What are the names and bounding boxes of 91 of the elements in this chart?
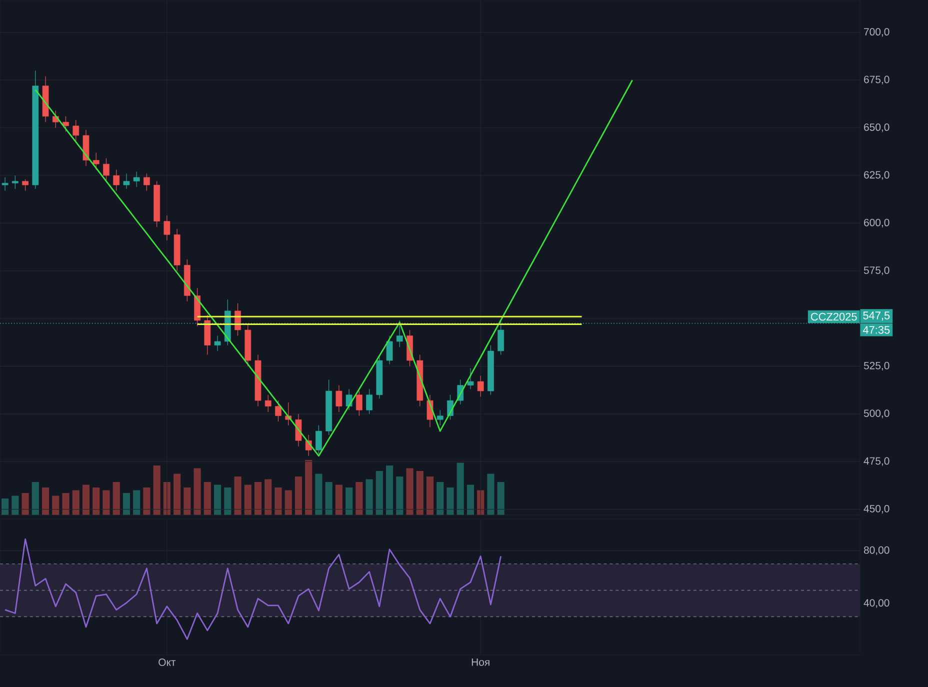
candlestick	[113, 169, 120, 192]
y-tick-label: 500,0	[864, 410, 890, 418]
y-tick-label: 40,00	[864, 599, 890, 608]
bar	[32, 482, 39, 515]
bar	[264, 479, 272, 515]
bar	[52, 496, 60, 515]
y-tick-label: 650,0	[864, 123, 890, 132]
bar	[294, 476, 302, 515]
bar	[356, 482, 363, 515]
bar	[102, 490, 110, 515]
bar	[446, 487, 454, 515]
y-tick-label: 525,0	[864, 362, 890, 371]
candlestick	[396, 320, 403, 348]
line-series	[4, 538, 502, 640]
bar	[254, 482, 262, 515]
candlestick	[214, 335, 221, 352]
bar	[244, 484, 252, 515]
bar	[284, 490, 292, 515]
bar	[82, 484, 90, 515]
y-tick-label: 700,0	[864, 28, 890, 37]
x-tick-label: Ноя	[472, 658, 490, 666]
bar	[386, 465, 394, 515]
y-tick-label: 475,0	[864, 457, 890, 466]
y-tick-label: 80,00	[864, 546, 890, 556]
bar	[315, 474, 322, 515]
ref-line-label: 547,5	[863, 312, 890, 321]
candlestick	[12, 175, 18, 190]
bar	[133, 490, 140, 515]
bar	[335, 484, 342, 515]
bar	[436, 482, 444, 515]
bar	[92, 487, 100, 515]
bar	[396, 476, 404, 515]
candlestick	[316, 425, 322, 454]
bar	[497, 482, 504, 515]
candlestick	[295, 414, 302, 447]
bar	[366, 479, 373, 515]
candlestick	[264, 394, 272, 412]
text: 47:35	[862, 326, 890, 334]
candlestick	[366, 388, 372, 414]
bar	[122, 492, 130, 515]
candlestick	[62, 116, 69, 132]
candlestick	[164, 215, 170, 241]
bar	[426, 476, 434, 515]
bar	[12, 496, 19, 515]
bar	[456, 462, 464, 515]
bar	[305, 460, 312, 515]
bar	[194, 468, 201, 515]
bar	[174, 474, 181, 515]
bar	[153, 465, 160, 515]
bar	[62, 492, 70, 515]
bar	[112, 482, 120, 515]
bar	[214, 484, 222, 515]
bar	[234, 476, 242, 515]
bar	[346, 487, 353, 515]
bar	[22, 492, 29, 515]
candlestick	[477, 375, 484, 398]
x-tick-label: Окт	[158, 658, 176, 666]
candlestick	[386, 335, 393, 365]
candlestick	[2, 177, 8, 192]
candlestick	[72, 120, 80, 142]
bar	[325, 482, 332, 515]
y-tick-label: 675,0	[864, 76, 890, 84]
bar	[184, 487, 191, 515]
candlestick	[133, 171, 140, 188]
y-tick-label: 575,0	[864, 266, 890, 276]
bar	[376, 470, 383, 515]
y-tick-label: 600,0	[864, 218, 890, 228]
bar	[406, 468, 414, 515]
bar	[487, 474, 494, 515]
candlestick	[436, 410, 444, 426]
y-tick-label: 625,0	[864, 171, 890, 180]
bar	[42, 487, 50, 515]
candlestick	[22, 178, 28, 192]
candlestick	[336, 384, 342, 412]
bar	[143, 487, 150, 515]
annotation: CCZ2025	[810, 312, 857, 321]
candlestick	[467, 368, 474, 390]
candlestick	[92, 152, 100, 170]
bar	[466, 484, 474, 515]
candlestick	[356, 390, 362, 416]
bar	[2, 498, 9, 515]
candlestick	[123, 173, 130, 190]
bar	[224, 487, 232, 515]
bar	[274, 487, 282, 515]
y-tick-label: 450,0	[864, 504, 890, 514]
candlestick	[103, 158, 110, 182]
bar	[416, 470, 424, 515]
bar	[72, 490, 80, 515]
candlestick	[275, 400, 282, 422]
bar	[204, 482, 211, 515]
candlestick	[144, 173, 150, 192]
